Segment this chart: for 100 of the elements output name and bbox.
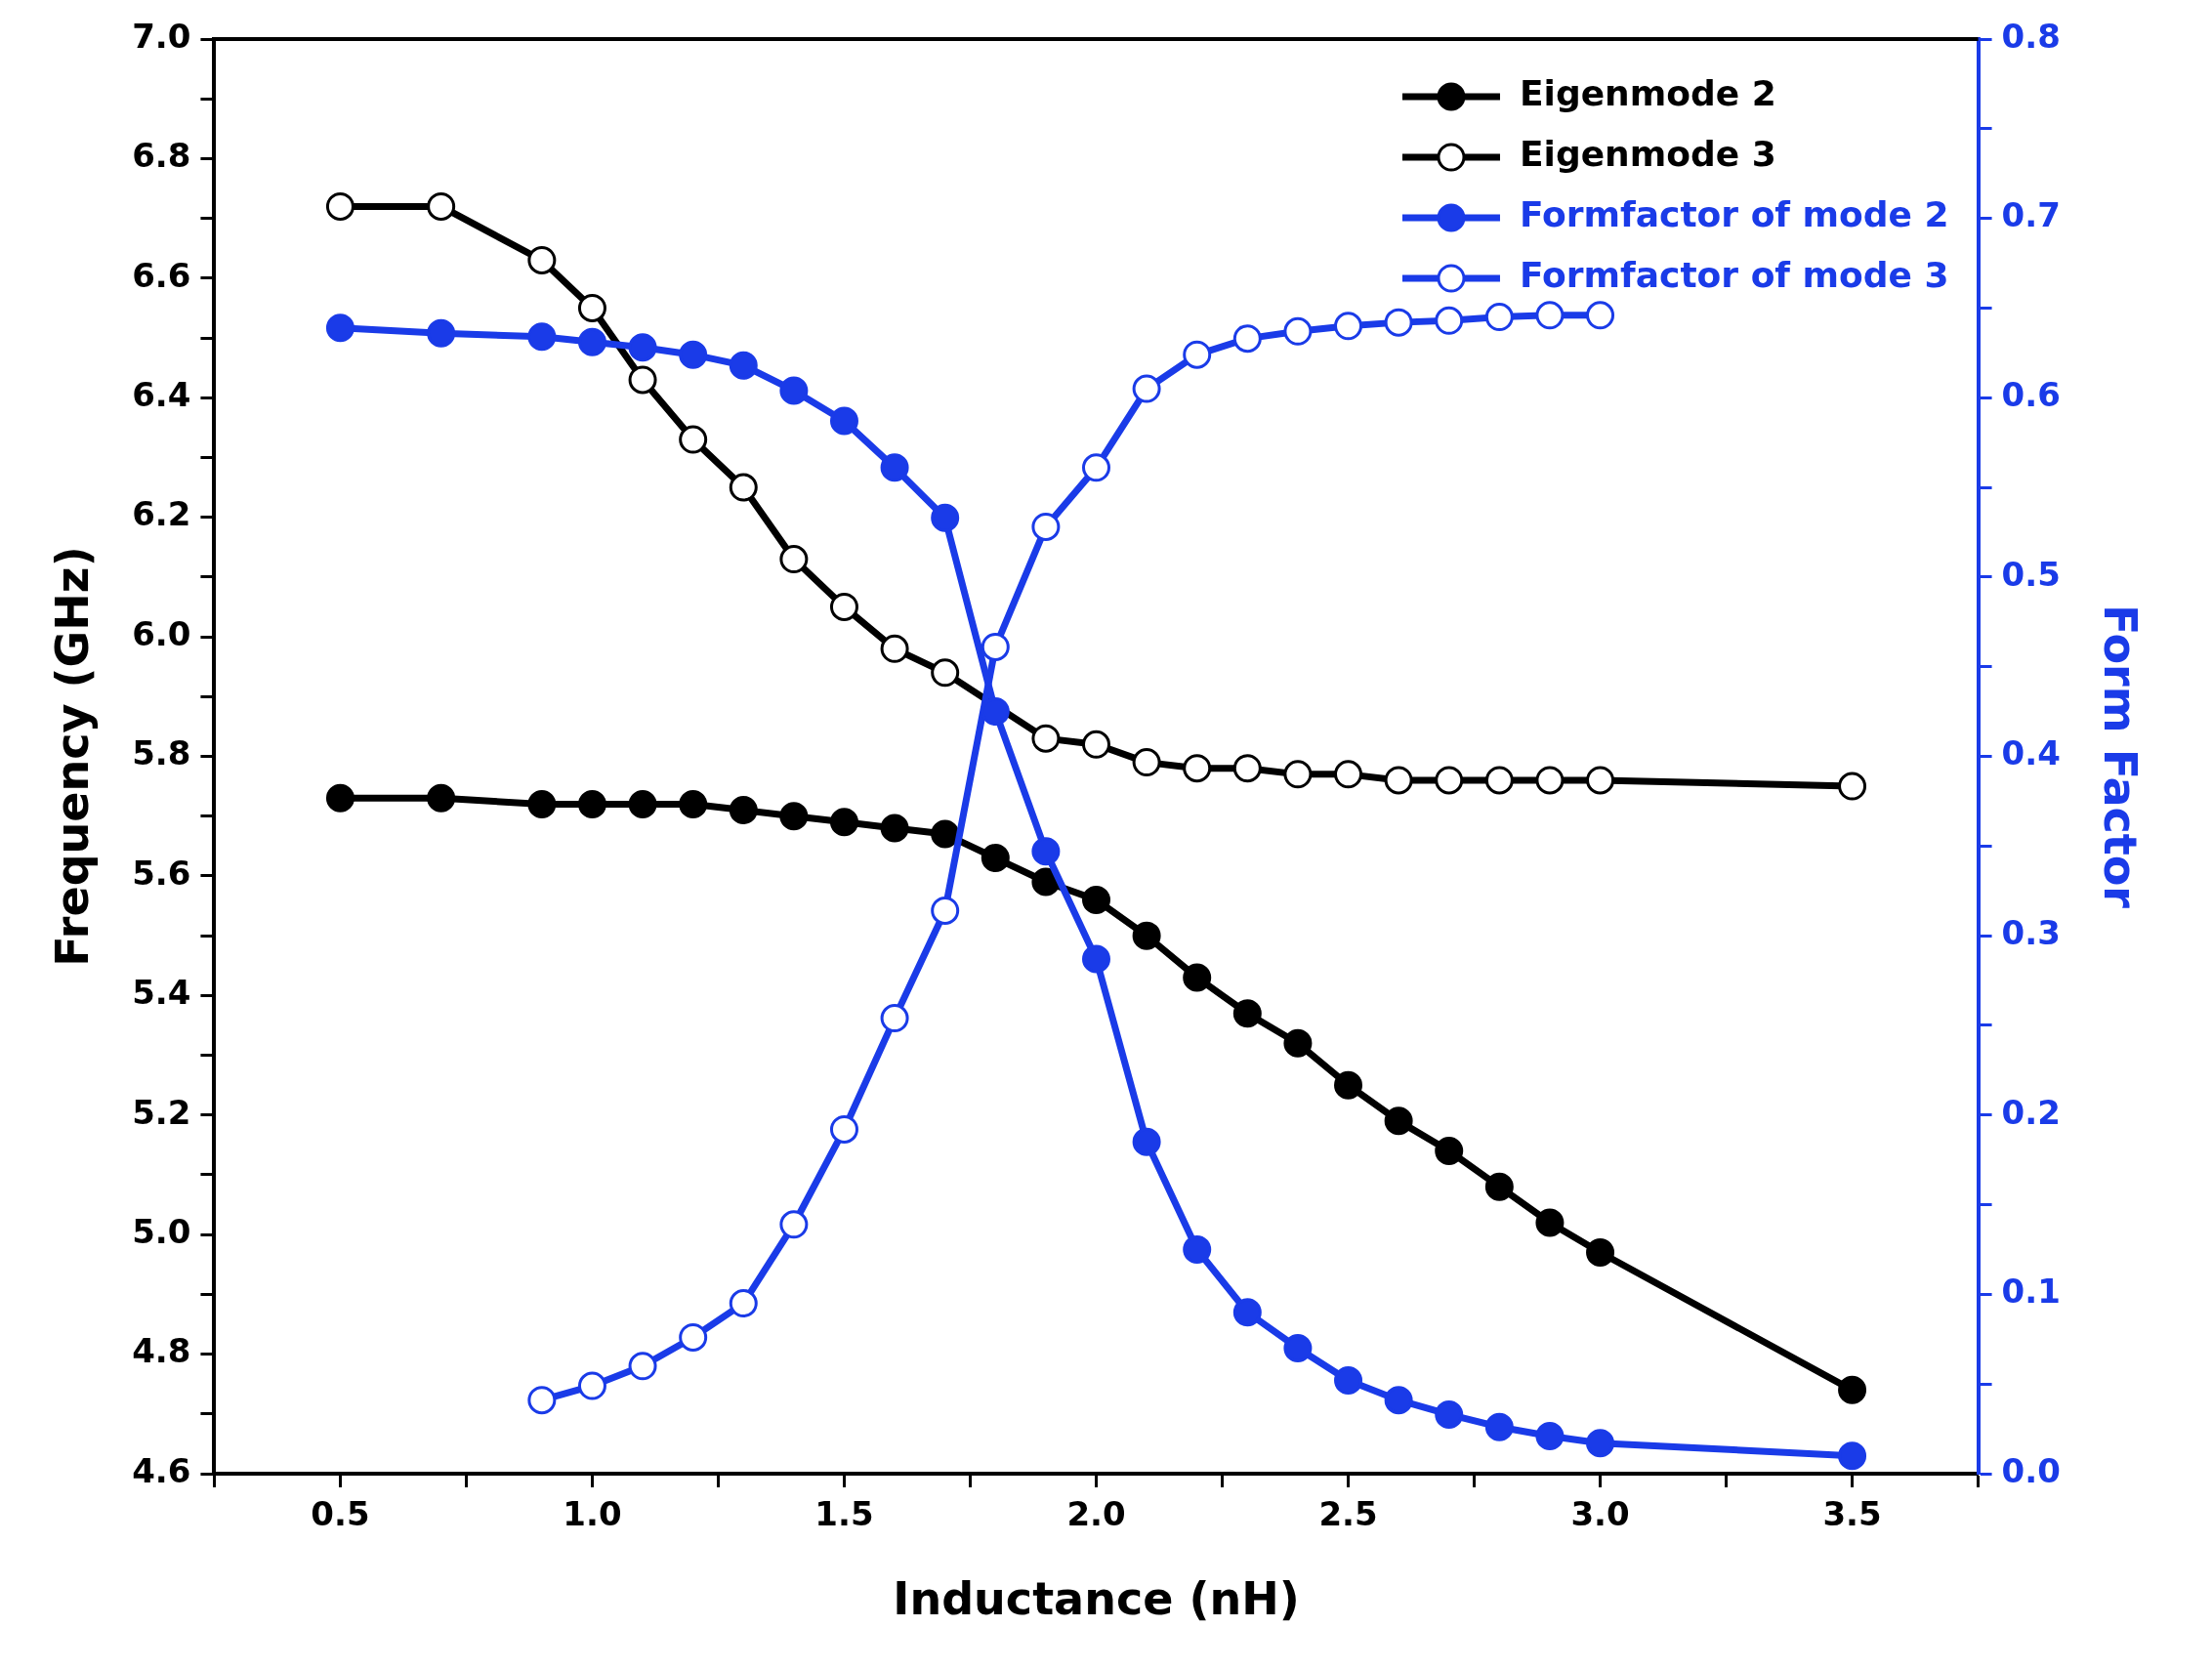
point [679,1322,708,1352]
point [1232,1298,1262,1327]
point [1484,1412,1514,1441]
point [1232,999,1262,1028]
point [628,1352,657,1381]
y-tick-label: 4.8 [132,1331,191,1371]
point [729,1289,758,1318]
y-tick-label: 5.4 [132,973,191,1013]
y-axis-title: Frequency (GHz) [45,546,99,967]
point [1031,512,1061,541]
point [427,318,456,348]
point [325,313,355,343]
x-axis-title: Inductance (nH) [893,1572,1300,1626]
point [1082,885,1110,914]
point [1334,312,1363,341]
y-tick-label: 6.0 [132,613,191,653]
point [577,789,606,818]
point [527,245,557,274]
point [981,632,1010,661]
y2-tick-label: 0.7 [2001,195,2061,235]
point [729,351,758,380]
x-tick-label: 3.0 [1570,1494,1630,1534]
y-tick-label: 6.4 [132,375,191,415]
y2-axis-title: Form Factor [2094,604,2148,909]
point [1586,1238,1615,1268]
point [1031,724,1061,753]
point [1384,308,1413,337]
point [1535,1208,1565,1237]
point [628,333,657,362]
point [981,844,1010,873]
point [1435,1136,1464,1165]
y2-tick-label: 0.5 [2001,554,2061,594]
point [1232,754,1262,783]
point [1838,1375,1867,1404]
point [325,191,355,221]
point [1384,1386,1413,1415]
point [779,802,809,831]
point [1484,303,1514,332]
legend-label: Formfactor of mode 3 [1519,255,1949,296]
y-tick-label: 6.8 [132,136,191,176]
point [931,819,960,849]
y2-tick-label: 0.2 [2001,1092,2061,1132]
y2-tick-label: 0.4 [2001,733,2061,773]
y2-tick-label: 0.1 [2001,1272,2061,1312]
point [1838,772,1867,801]
x-tick-label: 0.5 [311,1494,370,1534]
point [1586,301,1615,330]
y-tick-label: 5.0 [132,1211,191,1251]
point [527,789,557,818]
point [1535,1421,1565,1450]
point [1183,754,1212,783]
point [1334,1070,1363,1100]
point [829,592,858,621]
point [1132,921,1161,950]
point [1334,760,1363,789]
point [628,365,657,395]
point [1183,340,1212,369]
point [729,796,758,825]
y-tick-label: 5.2 [132,1092,191,1132]
point [1132,1127,1161,1156]
point [779,376,809,405]
point [1082,453,1110,482]
point [880,453,909,482]
point [1132,374,1161,403]
legend-label: Formfactor of mode 2 [1519,194,1949,235]
y2-tick-label: 0.0 [2001,1450,2061,1490]
y2-tick-label: 0.3 [2001,912,2061,952]
point [1586,1429,1615,1458]
point [679,425,708,454]
y-tick-label: 5.8 [132,733,191,773]
point [931,503,960,532]
point [880,1004,909,1033]
point [577,293,606,322]
y2-tick-label: 0.8 [2001,16,2061,56]
point [577,1371,606,1400]
point [1435,766,1464,795]
legend-label: Eigenmode 3 [1519,134,1776,175]
point [1183,1234,1212,1264]
point [829,808,858,837]
point [1484,1172,1514,1201]
point [729,473,758,502]
x-tick-label: 2.0 [1066,1494,1126,1534]
point [679,340,708,369]
point [628,789,657,818]
point [931,896,960,925]
point [1232,324,1262,354]
point [577,327,606,356]
x-tick-label: 1.0 [563,1494,622,1534]
point [779,1210,809,1239]
point [1082,944,1110,974]
x-tick-label: 1.5 [814,1494,874,1534]
point [527,1386,557,1415]
point [1838,1441,1867,1471]
point [829,406,858,436]
point [880,634,909,663]
point [1283,760,1313,789]
point [1283,1333,1313,1362]
point [1384,1106,1413,1136]
point [1435,306,1464,335]
point [931,658,960,688]
